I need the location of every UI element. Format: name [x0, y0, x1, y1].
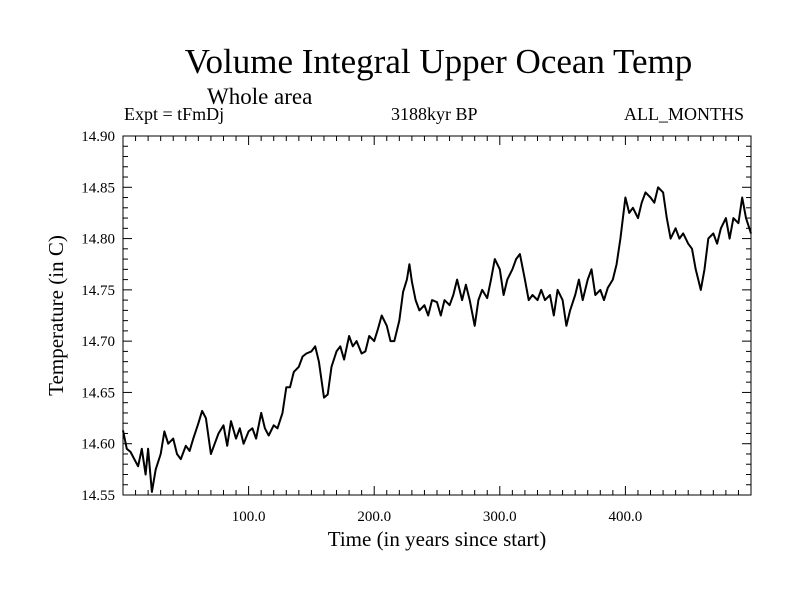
y-tick-label: 14.90	[81, 129, 115, 145]
y-tick-label: 14.65	[81, 385, 115, 401]
x-tick-label: 400.0	[609, 509, 643, 525]
series-line	[122, 186, 752, 493]
y-axis-label: Temperature (in C)	[44, 235, 68, 396]
plot-frame	[122, 135, 752, 496]
experiment-label: Expt = tFmDj	[124, 104, 225, 124]
x-tick-label: 300.0	[483, 509, 517, 525]
axis-tick-labels: 100.0 200.0 300.0 400.0 14.55 14.60 14.65 14.70…	[81, 129, 642, 525]
y-tick-label: 14.80	[81, 232, 115, 248]
y-tick-label: 14.60	[81, 437, 115, 453]
months-label: ALL_MONTHS	[624, 104, 744, 124]
x-axis-label: Time (in years since start)	[328, 527, 547, 551]
chart-subtitle: Whole area	[207, 84, 313, 109]
y-tick-label: 14.70	[81, 334, 115, 350]
y-tick-label: 14.75	[81, 283, 115, 299]
chart-title: Volume Integral Upper Ocean Temp	[184, 42, 693, 81]
x-tick-label: 100.0	[232, 509, 266, 525]
y-tick-label: 14.55	[81, 488, 115, 504]
period-label: 3188kyr BP	[391, 104, 478, 124]
y-tick-label: 14.85	[81, 180, 115, 196]
x-tick-label: 200.0	[357, 509, 391, 525]
